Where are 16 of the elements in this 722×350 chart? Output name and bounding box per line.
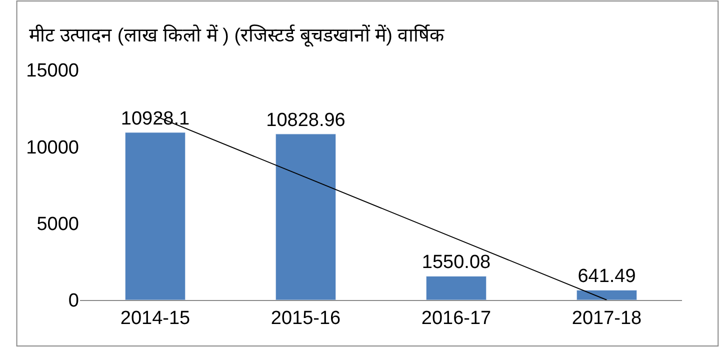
y-tick-label: 0	[68, 290, 79, 312]
bar	[426, 276, 487, 300]
y-tick-label: 10000	[26, 137, 79, 158]
data-label: 641.49	[578, 266, 636, 288]
bar	[124, 132, 186, 300]
data-label: 1550.08	[422, 252, 491, 274]
y-tick-label: 15000	[26, 60, 79, 82]
x-tick-label: 2015-16	[270, 308, 341, 329]
data-label: 10828.96	[266, 110, 346, 131]
y-tick-label: 5000	[36, 214, 79, 235]
bar	[275, 134, 336, 300]
x-tick-label: 2017-18	[572, 308, 642, 329]
x-tick-label: 2016-17	[421, 308, 492, 329]
x-tick-label: 2014-15	[120, 308, 190, 329]
chart-title: मीट उत्पादन (लाख किलो में ) (रजिस्टर्ड बूचडखानों में) वार्षिक	[28, 23, 445, 48]
bar	[576, 290, 638, 300]
